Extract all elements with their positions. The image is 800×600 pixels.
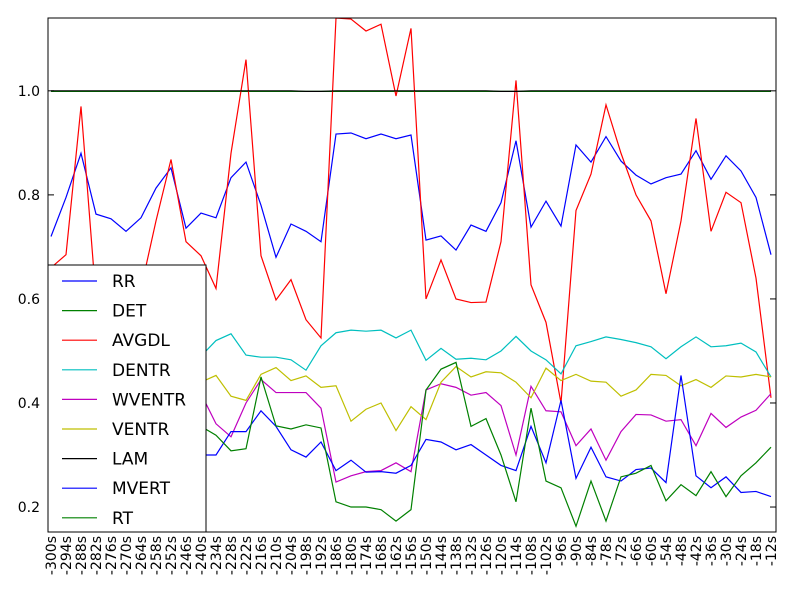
x-tick-label: -84s — [584, 536, 600, 566]
x-tick-label: -228s — [224, 536, 240, 575]
x-tick-label: -12s — [764, 536, 780, 566]
x-tick-label: -198s — [299, 536, 315, 575]
x-tick-label: -108s — [524, 536, 540, 575]
x-tick-label: -90s — [569, 536, 585, 566]
x-tick-label: -300s — [44, 536, 60, 575]
legend: RR DET AVGDL DENTR WVENTR VENTR LAM MVERT RT — [47, 264, 207, 533]
x-tick-label: -216s — [254, 536, 270, 575]
series-line — [50, 132, 772, 260]
x-tick-label: -264s — [134, 536, 150, 575]
x-tick-label: -282s — [89, 536, 105, 575]
x-tick-label: -42s — [689, 536, 705, 566]
legend-label: RT — [112, 509, 134, 529]
x-tick-label: -156s — [404, 536, 420, 575]
y-tick-label: 0.4 — [18, 396, 40, 412]
x-tick-label: -24s — [734, 536, 750, 566]
x-tick-label: -96s — [554, 536, 570, 566]
legend-label: VENTR — [112, 420, 169, 440]
x-tick-label: -174s — [359, 536, 375, 575]
x-tick-label: -120s — [494, 536, 510, 575]
x-tick-label: -114s — [509, 536, 525, 575]
x-tick-label: -144s — [434, 536, 450, 575]
x-tick-label: -294s — [59, 536, 75, 575]
x-tick-label: -66s — [629, 536, 645, 566]
x-tick-label: -72s — [614, 536, 630, 566]
y-tick-label: 0.6 — [18, 292, 40, 308]
x-tick-label: -288s — [74, 536, 90, 575]
x-tick-label: -186s — [329, 536, 345, 575]
legend-label: DET — [112, 302, 147, 322]
x-tick-label: -240s — [194, 536, 210, 575]
x-tick-label: -132s — [464, 536, 480, 575]
series-line — [51, 90, 771, 92]
y-tick-label: 0.8 — [18, 188, 40, 204]
x-tick-label: -150s — [419, 536, 435, 575]
x-tick-label: -204s — [284, 536, 300, 575]
x-tick-label: -36s — [704, 536, 720, 566]
y-tick-label: 0.2 — [18, 500, 40, 516]
legend-label: RR — [112, 272, 136, 292]
x-tick-label: -222s — [239, 536, 255, 575]
legend-label: LAM — [112, 450, 148, 470]
x-tick-label: -276s — [104, 536, 120, 575]
x-tick-label: -168s — [374, 536, 390, 575]
x-tick-label: -78s — [599, 536, 615, 566]
legend-box — [47, 264, 207, 533]
y-tick-label: 1.0 — [18, 84, 40, 100]
legend-label: WVENTR — [112, 390, 186, 410]
x-tick-label: -126s — [479, 536, 495, 575]
x-tick-label: -60s — [644, 536, 660, 566]
x-tick-label: -102s — [539, 536, 555, 575]
x-tick-label: -48s — [674, 536, 690, 566]
x-tick-label: -252s — [164, 536, 180, 575]
x-tick-label: -30s — [719, 536, 735, 566]
series-line — [50, 18, 772, 404]
x-tick-label: -210s — [269, 536, 285, 575]
legend-label: DENTR — [112, 361, 171, 381]
x-tick-label: -246s — [179, 536, 195, 575]
legend-label: MVERT — [112, 479, 171, 499]
x-tick-label: -258s — [149, 536, 165, 575]
x-tick-label: -234s — [209, 536, 225, 575]
x-tick-label: -192s — [314, 536, 330, 575]
x-tick-label: -54s — [659, 536, 675, 566]
x-tick-label: -180s — [344, 536, 360, 575]
x-tick-label: -138s — [449, 536, 465, 575]
x-tick-label: -162s — [389, 536, 405, 575]
legend-label: AVGDL — [112, 331, 170, 351]
x-tick-label: -270s — [119, 536, 135, 575]
x-tick-label: -18s — [749, 536, 765, 566]
